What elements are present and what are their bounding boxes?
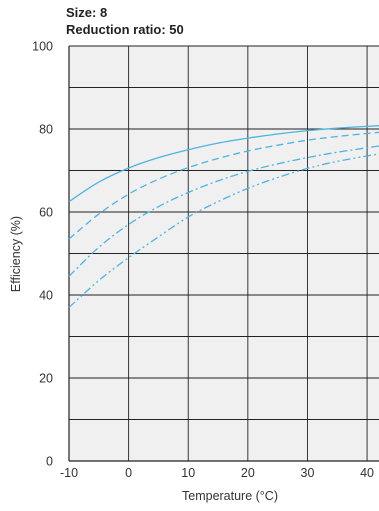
x-tick-label: -10	[60, 466, 78, 480]
y-axis-label: Efficiency (%)	[9, 216, 23, 292]
y-tick-label: 40	[39, 289, 53, 303]
y-axis-ticks: 0 20 40 60 80 100	[32, 40, 53, 469]
series-lines	[68, 125, 379, 308]
y-tick-label: 60	[39, 206, 53, 220]
size-label: Size: 8	[66, 5, 107, 20]
y-tick-label: 0	[46, 455, 53, 469]
y-tick-label: 80	[39, 123, 53, 137]
series-line-3	[68, 145, 379, 277]
series-line-2	[68, 131, 379, 240]
y-tick-label: 100	[32, 40, 53, 54]
series-line-1	[68, 125, 379, 203]
x-tick-label: 40	[360, 466, 374, 480]
x-axis-ticks: -10 0 10 20 30 40	[60, 466, 374, 480]
x-tick-label: 0	[125, 466, 132, 480]
x-tick-label: 30	[301, 466, 315, 480]
x-axis-label: Temperature (°C)	[182, 489, 278, 503]
series-line-4	[68, 153, 379, 308]
x-tick-label: 10	[181, 466, 195, 480]
reduction-ratio-label: Reduction ratio: 50	[66, 22, 184, 37]
x-tick-label: 20	[241, 466, 255, 480]
grid-lines	[68, 45, 379, 462]
y-tick-label: 20	[39, 372, 53, 386]
